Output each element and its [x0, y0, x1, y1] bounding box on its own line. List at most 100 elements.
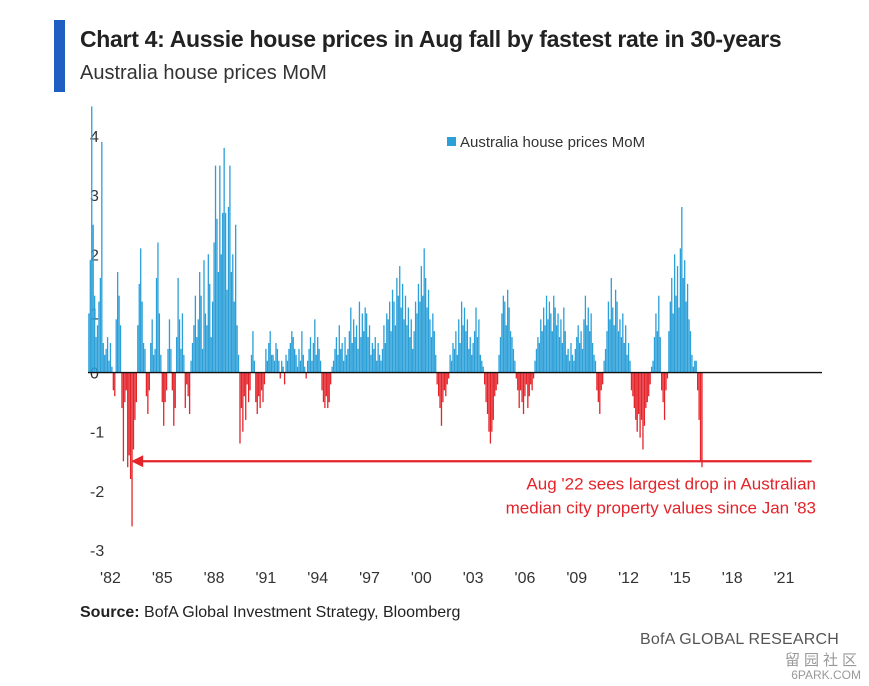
bar [272, 354, 274, 373]
bar [348, 331, 351, 373]
bar [531, 372, 533, 391]
annotation-text-line1: Aug '22 sees largest drop in Australian [526, 474, 816, 493]
bar [426, 307, 428, 373]
bar [196, 337, 198, 373]
bar [478, 319, 480, 373]
bar [532, 372, 535, 379]
bar [481, 360, 483, 373]
bar [158, 313, 161, 373]
bar [386, 313, 388, 373]
bar [465, 331, 467, 373]
bar [178, 319, 181, 373]
watermark-line2: 6PARK.COM [791, 668, 861, 682]
bar [401, 283, 404, 373]
bar [433, 331, 435, 373]
bar [347, 348, 349, 373]
bar [604, 348, 607, 373]
bar [658, 295, 660, 373]
bar [573, 360, 575, 373]
bar [187, 372, 189, 397]
bar [515, 372, 517, 379]
bar [650, 366, 653, 373]
bar [138, 283, 140, 373]
bar [472, 343, 474, 373]
bar [304, 366, 306, 373]
bar [686, 283, 689, 373]
bar [165, 372, 168, 391]
x-tick-label: '91 [255, 570, 276, 587]
bar [485, 372, 487, 403]
bar [235, 224, 237, 373]
bar [314, 319, 316, 373]
bar [252, 331, 254, 373]
bar [525, 372, 528, 385]
bar [528, 372, 530, 397]
bar [576, 337, 578, 373]
legend-label: Australia house prices MoM [460, 134, 645, 151]
bar [560, 319, 562, 373]
y-tick-label: 2 [90, 247, 99, 264]
bar [586, 325, 588, 373]
bar [171, 372, 173, 391]
chart-subtitle: Australia house prices MoM [80, 62, 327, 84]
bar [232, 254, 234, 373]
bar [535, 348, 538, 373]
bar [311, 360, 313, 373]
bar [638, 372, 640, 414]
bar [450, 360, 453, 373]
bar [468, 348, 470, 373]
bar [147, 372, 149, 414]
bar [167, 348, 169, 373]
bar [584, 295, 587, 373]
bar [452, 343, 454, 373]
bar [324, 372, 326, 409]
bar [694, 360, 696, 373]
bar [594, 360, 597, 373]
bar [600, 372, 602, 391]
bar [247, 372, 250, 403]
bar [317, 337, 319, 373]
bar [140, 248, 142, 373]
bar [403, 319, 405, 373]
bar [626, 354, 628, 373]
y-tick-label: -2 [90, 484, 104, 501]
bar [245, 372, 247, 420]
bar [590, 313, 592, 373]
bar [170, 348, 172, 373]
bar [374, 337, 376, 373]
bar [476, 337, 479, 373]
bar [289, 343, 292, 373]
bar [566, 354, 568, 373]
chart-title: Chart 4: Aussie house prices in Aug fall… [80, 26, 782, 52]
bar [427, 289, 430, 373]
bar [514, 360, 516, 373]
annotation-arrowhead [131, 455, 144, 468]
bar [443, 372, 445, 391]
bar [432, 313, 434, 373]
x-tick-label: '18 [722, 570, 743, 587]
bar [610, 277, 612, 373]
bar [448, 372, 450, 379]
bar [239, 372, 241, 444]
bar [176, 337, 178, 373]
bar [543, 307, 545, 373]
bar [697, 372, 699, 391]
bar [504, 301, 506, 373]
bar [122, 372, 125, 462]
bar [344, 337, 346, 373]
bar [201, 348, 204, 373]
bar [96, 325, 99, 373]
bar [278, 360, 280, 373]
bar [106, 337, 109, 373]
bar [258, 372, 260, 397]
bar [186, 372, 188, 385]
bar [319, 360, 322, 373]
bar [635, 372, 637, 420]
bar [204, 313, 207, 373]
bar [423, 248, 425, 373]
bar [168, 319, 171, 373]
watermark: 留园社区 6PARK.COM [785, 653, 861, 682]
bar [587, 307, 589, 373]
bar [534, 360, 536, 373]
bar [606, 331, 608, 373]
